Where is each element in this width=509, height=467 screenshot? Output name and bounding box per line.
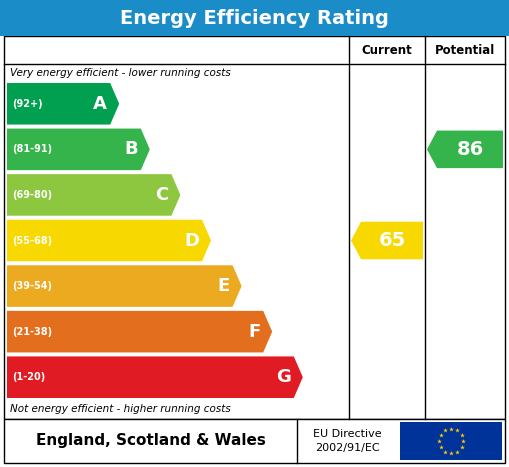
Bar [4, 419, 505, 463]
Text: Energy Efficiency Rating: Energy Efficiency Rating [120, 9, 389, 28]
Polygon shape [7, 265, 242, 307]
Text: 2002/91/EC: 2002/91/EC [315, 443, 380, 453]
Polygon shape [7, 174, 180, 216]
Polygon shape [7, 219, 211, 261]
Text: (55-68): (55-68) [12, 235, 52, 246]
Text: (1-20): (1-20) [12, 372, 45, 382]
Text: (92+): (92+) [12, 99, 43, 109]
Polygon shape [7, 83, 119, 125]
Text: G: G [276, 368, 291, 386]
Bar [0, 0, 509, 36]
Text: (21-38): (21-38) [12, 326, 52, 337]
Bar [4, 36, 505, 419]
Text: 65: 65 [378, 231, 406, 250]
Text: Very energy efficient - lower running costs: Very energy efficient - lower running co… [10, 68, 231, 78]
Text: Current: Current [361, 43, 412, 57]
Polygon shape [351, 222, 423, 259]
Text: Not energy efficient - higher running costs: Not energy efficient - higher running co… [10, 404, 231, 415]
Text: C: C [155, 186, 168, 204]
Text: A: A [93, 95, 107, 113]
Text: (69-80): (69-80) [12, 190, 52, 200]
Polygon shape [7, 356, 303, 398]
Text: EU Directive: EU Directive [313, 429, 382, 439]
Text: F: F [248, 323, 260, 340]
Text: England, Scotland & Wales: England, Scotland & Wales [36, 433, 266, 448]
Text: Potential: Potential [435, 43, 495, 57]
Bar [400, 422, 502, 460]
Text: D: D [184, 232, 199, 249]
Text: 86: 86 [457, 140, 484, 159]
Polygon shape [7, 128, 150, 170]
Text: (81-91): (81-91) [12, 144, 52, 155]
Polygon shape [427, 131, 503, 168]
Text: (39-54): (39-54) [12, 281, 52, 291]
Polygon shape [7, 311, 272, 353]
Text: E: E [217, 277, 230, 295]
Text: B: B [124, 141, 138, 158]
